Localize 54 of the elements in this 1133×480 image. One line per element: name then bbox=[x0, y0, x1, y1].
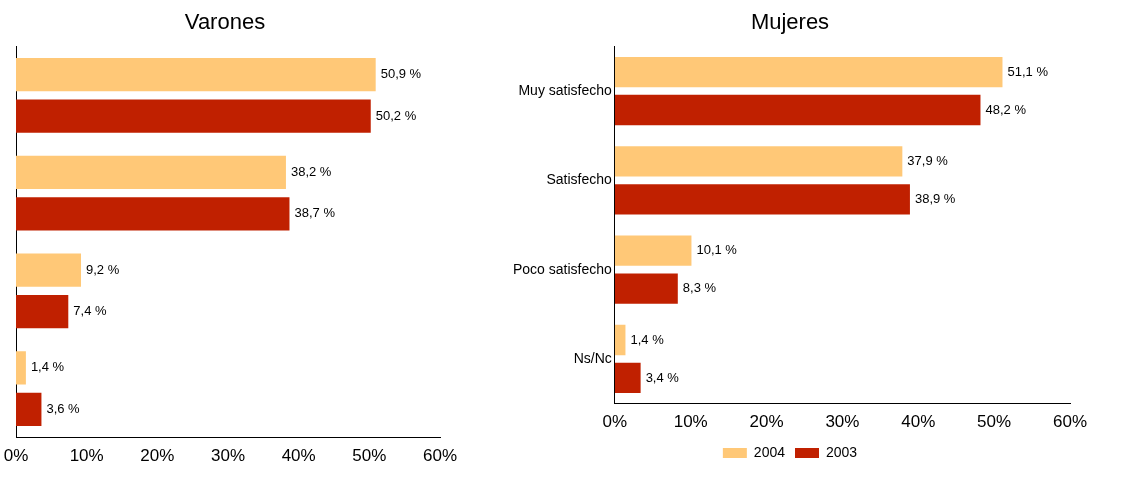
bar bbox=[16, 155, 286, 189]
x-tick-label: 50% bbox=[352, 446, 387, 466]
chart-title: Mujeres bbox=[750, 9, 830, 35]
legend-label: 2004 bbox=[753, 443, 786, 460]
bar bbox=[16, 99, 371, 133]
bar bbox=[614, 56, 1003, 88]
x-tick-label: 30% bbox=[825, 412, 860, 432]
x-tick-label: 20% bbox=[749, 412, 784, 432]
x-tick-label: 40% bbox=[281, 446, 316, 466]
data-label: 38,2 % bbox=[290, 163, 332, 179]
data-label: 1,4 % bbox=[30, 359, 65, 375]
data-label: 7,4 % bbox=[73, 303, 107, 319]
bar bbox=[16, 392, 42, 427]
x-tick-label: 60% bbox=[422, 446, 458, 466]
y-tick-label: Muy satisfecho bbox=[518, 81, 613, 98]
bar bbox=[16, 57, 376, 92]
data-label: 50,9 % bbox=[380, 66, 422, 82]
x-tick-label: 10% bbox=[673, 412, 708, 432]
data-label: 38,7 % bbox=[294, 205, 336, 221]
chart-title: Varones bbox=[184, 9, 266, 35]
bar bbox=[614, 235, 692, 266]
bar bbox=[614, 146, 903, 177]
data-label: 48,2 % bbox=[985, 101, 1027, 117]
x-tick-label: 10% bbox=[69, 446, 104, 466]
x-tick-label: 50% bbox=[977, 412, 1012, 432]
data-label: 8,3 % bbox=[682, 280, 717, 296]
bar bbox=[16, 197, 290, 231]
x-tick-label: 20% bbox=[140, 446, 175, 466]
bar bbox=[614, 362, 641, 394]
bar bbox=[16, 295, 69, 329]
x-tick-label: 0% bbox=[3, 446, 29, 466]
data-label: 10,1 % bbox=[696, 242, 738, 258]
data-label: 38,9 % bbox=[914, 190, 956, 206]
bar bbox=[614, 273, 678, 304]
x-tick-label: 30% bbox=[210, 446, 246, 466]
y-tick-label: Ns/Nc bbox=[573, 349, 612, 366]
data-label: 51,1 % bbox=[1007, 63, 1049, 79]
y-tick-label: Poco satisfecho bbox=[512, 260, 613, 277]
data-label: 3,4 % bbox=[645, 369, 680, 385]
bar bbox=[16, 253, 82, 287]
bar bbox=[614, 184, 910, 215]
bar bbox=[614, 324, 626, 356]
legend-label: 2003 bbox=[826, 443, 858, 460]
x-tick-label: 0% bbox=[602, 412, 628, 432]
x-tick-label: 40% bbox=[901, 412, 936, 432]
x-tick-label: 60% bbox=[1052, 412, 1088, 432]
bar bbox=[16, 351, 26, 385]
bar bbox=[614, 94, 981, 126]
data-label: 3,6 % bbox=[46, 401, 81, 417]
data-label: 37,9 % bbox=[907, 152, 949, 168]
data-label: 1,4 % bbox=[630, 331, 665, 347]
data-label: 50,2 % bbox=[375, 107, 417, 123]
y-tick-label: Satisfecho bbox=[546, 171, 613, 188]
data-label: 9,2 % bbox=[86, 261, 120, 277]
